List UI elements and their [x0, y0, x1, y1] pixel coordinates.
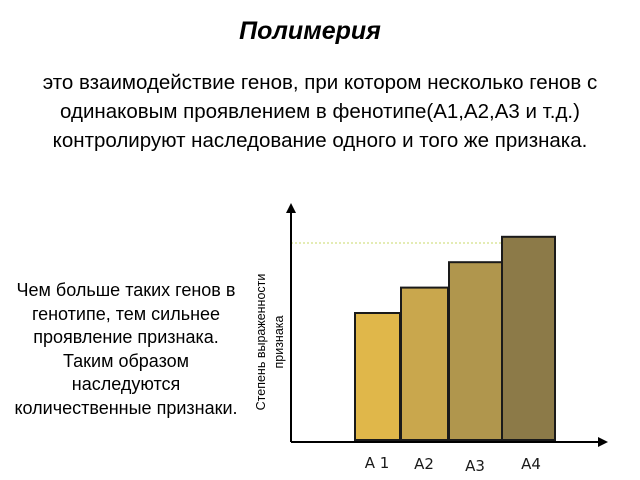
explanation-text: Чем больше таких генов в генотипе, тем с… — [14, 280, 238, 418]
bar-label-3: А3 — [465, 457, 485, 475]
bar-3 — [448, 261, 503, 442]
bar-label-2: А2 — [414, 455, 434, 473]
x-labels-group: А 1 А2 А3 А4 — [365, 454, 541, 475]
bar-2 — [400, 286, 449, 441]
bar-4 — [501, 235, 556, 441]
bar-1 — [354, 312, 401, 441]
bar-label-1: А 1 — [365, 454, 390, 472]
page-title: Полимерия — [239, 17, 381, 45]
y-axis-label-line1: Степень выраженности — [254, 274, 268, 411]
bars-group — [354, 235, 556, 442]
y-axis-label-line2: признака — [272, 315, 286, 368]
definition-text: это взаимодействие генов, при котором не… — [42, 71, 598, 152]
bar-label-4: А4 — [521, 455, 541, 473]
